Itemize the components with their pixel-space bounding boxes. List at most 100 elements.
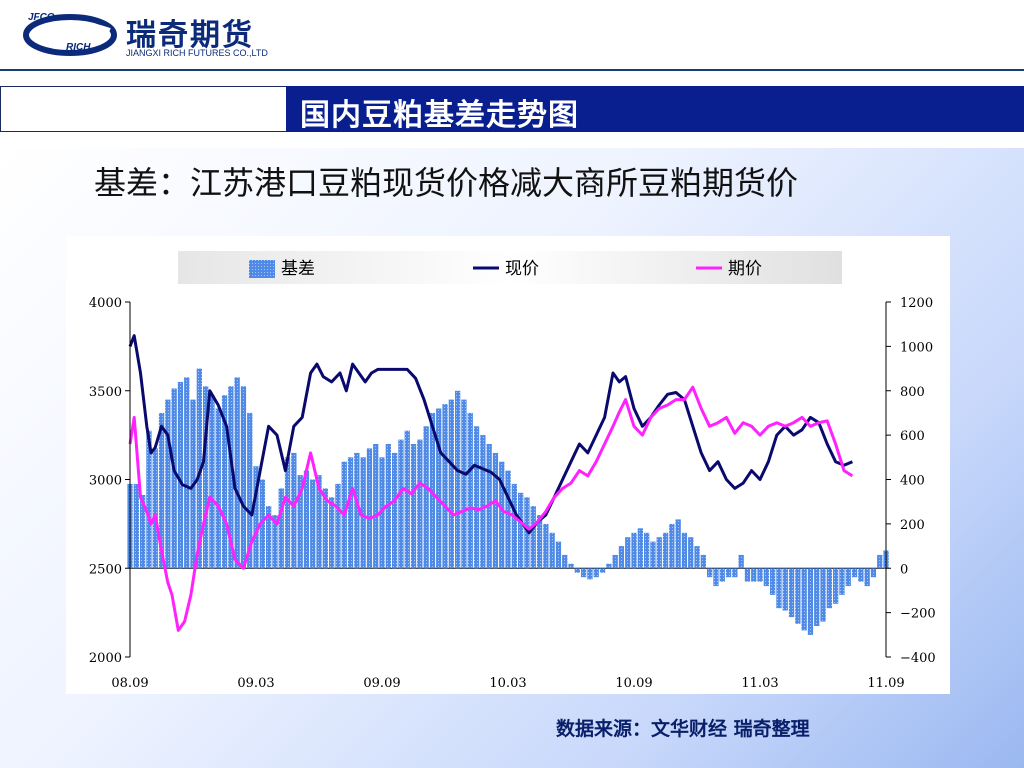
logo-mark-bottom: RICH bbox=[66, 42, 91, 53]
right-tick-label: −200 bbox=[900, 607, 936, 622]
basis-bar bbox=[820, 568, 826, 622]
basis-bar bbox=[203, 386, 209, 569]
basis-bar bbox=[656, 537, 662, 569]
basis-bar bbox=[675, 519, 681, 569]
basis-bars bbox=[127, 368, 889, 635]
basis-bar bbox=[360, 457, 366, 569]
basis-bar bbox=[442, 404, 448, 569]
basis-bar bbox=[833, 568, 839, 604]
data-source-note: 数据来源：文华财经 瑞奇整理 bbox=[556, 718, 810, 740]
basis-bar bbox=[297, 475, 303, 569]
basis-bar bbox=[505, 470, 511, 569]
basis-bar bbox=[165, 399, 171, 569]
x-tick-label: 11.03 bbox=[741, 676, 778, 691]
basis-bar bbox=[606, 563, 612, 569]
x-tick-label: 10.09 bbox=[615, 676, 652, 691]
basis-bar bbox=[480, 435, 486, 569]
right-tick-label: 800 bbox=[900, 385, 925, 400]
right-tick-label: 1000 bbox=[900, 340, 933, 355]
basis-bar bbox=[870, 568, 877, 578]
basis-bar bbox=[700, 554, 706, 569]
basis-bar bbox=[347, 457, 354, 569]
basis-bar bbox=[530, 506, 536, 569]
basis-bar bbox=[392, 452, 398, 569]
basis-bar bbox=[152, 448, 158, 569]
basis-bar bbox=[536, 515, 543, 569]
basis-bar bbox=[814, 568, 820, 626]
basis-bar bbox=[284, 457, 291, 569]
basis-bar bbox=[511, 483, 517, 569]
basis-bar bbox=[757, 568, 763, 582]
x-tick-label: 10.03 bbox=[489, 676, 526, 691]
basis-bar bbox=[322, 488, 328, 569]
basis-bar bbox=[461, 399, 467, 569]
basis-bar bbox=[366, 448, 373, 569]
basis-bar bbox=[719, 568, 725, 582]
basis-bar bbox=[555, 541, 562, 569]
basis-bar bbox=[744, 568, 751, 582]
legend-label: 基差 bbox=[281, 259, 315, 279]
basis-bar bbox=[738, 554, 744, 569]
left-tick-label: 3000 bbox=[89, 474, 122, 489]
legend-swatch-basis bbox=[249, 260, 275, 278]
basis-bar bbox=[404, 430, 410, 569]
basis-bar bbox=[826, 568, 832, 609]
basis-bar bbox=[473, 426, 480, 569]
basis-bar bbox=[436, 408, 442, 569]
basis-bar bbox=[492, 452, 499, 569]
basis-bar bbox=[877, 554, 883, 569]
basis-bar bbox=[247, 412, 253, 569]
right-tick-label: −400 bbox=[900, 651, 936, 666]
basis-bar bbox=[291, 452, 297, 569]
basis-bar bbox=[795, 568, 801, 624]
basis-bar bbox=[196, 368, 202, 569]
basis-bar bbox=[158, 412, 165, 569]
basis-bar bbox=[278, 488, 284, 569]
basis-bar bbox=[713, 568, 719, 587]
basis-bar bbox=[618, 546, 625, 569]
basis-bar bbox=[215, 408, 221, 569]
chart-panel: 2000 2500 3000 3500 4000 −400 −200 0 200 400 600 80… bbox=[66, 236, 950, 694]
header: JFCO RICH 瑞奇期货 JIANGXI RICH FUTURES CO.,… bbox=[0, 0, 1024, 71]
title-left-box bbox=[0, 86, 288, 132]
chart-subtitle: 基差：江苏港口豆粕现货价格减大商所豆粕期货价 bbox=[94, 164, 799, 202]
basis-bar bbox=[329, 497, 335, 569]
basis-bar bbox=[209, 395, 215, 569]
company-logo: JFCO RICH 瑞奇期货 JIANGXI RICH FUTURES CO.,… bbox=[22, 6, 282, 64]
legend-box bbox=[178, 251, 842, 284]
basis-bar bbox=[807, 568, 814, 635]
basis-bar bbox=[612, 554, 618, 569]
basis-bar bbox=[133, 483, 139, 569]
right-tick-label: 0 bbox=[900, 562, 908, 577]
basis-bar bbox=[587, 568, 593, 580]
basis-bar bbox=[688, 537, 694, 569]
basis-bar bbox=[266, 506, 272, 569]
basis-bar bbox=[549, 532, 555, 569]
basis-bar bbox=[234, 377, 240, 569]
spot-price-line bbox=[128, 334, 853, 535]
basis-bar bbox=[448, 399, 454, 569]
basis-bar bbox=[455, 390, 461, 569]
basis-bar bbox=[725, 568, 732, 578]
basis-bar bbox=[839, 568, 845, 595]
page-title: 国内豆粕基差走势图 bbox=[300, 98, 579, 133]
basis-bar bbox=[316, 475, 322, 569]
basis-bar bbox=[310, 479, 316, 569]
basis-bar bbox=[788, 568, 795, 618]
basis-bar bbox=[417, 439, 423, 569]
basis-bar bbox=[845, 568, 851, 587]
x-tick-label: 09.09 bbox=[363, 676, 400, 691]
basis-bar bbox=[272, 515, 278, 569]
left-tick-label: 2000 bbox=[89, 651, 122, 666]
basis-bar bbox=[140, 495, 146, 569]
basis-bar bbox=[625, 537, 631, 569]
left-tick-label: 3500 bbox=[89, 385, 122, 400]
basis-bar bbox=[524, 497, 530, 569]
right-tick-label: 600 bbox=[900, 429, 925, 444]
right-tick-label: 200 bbox=[900, 518, 925, 533]
basis-bar bbox=[379, 457, 385, 569]
basis-bar bbox=[650, 541, 656, 569]
basis-bar bbox=[801, 568, 807, 631]
basis-bar bbox=[694, 546, 700, 569]
right-tick-label: 400 bbox=[900, 474, 925, 489]
